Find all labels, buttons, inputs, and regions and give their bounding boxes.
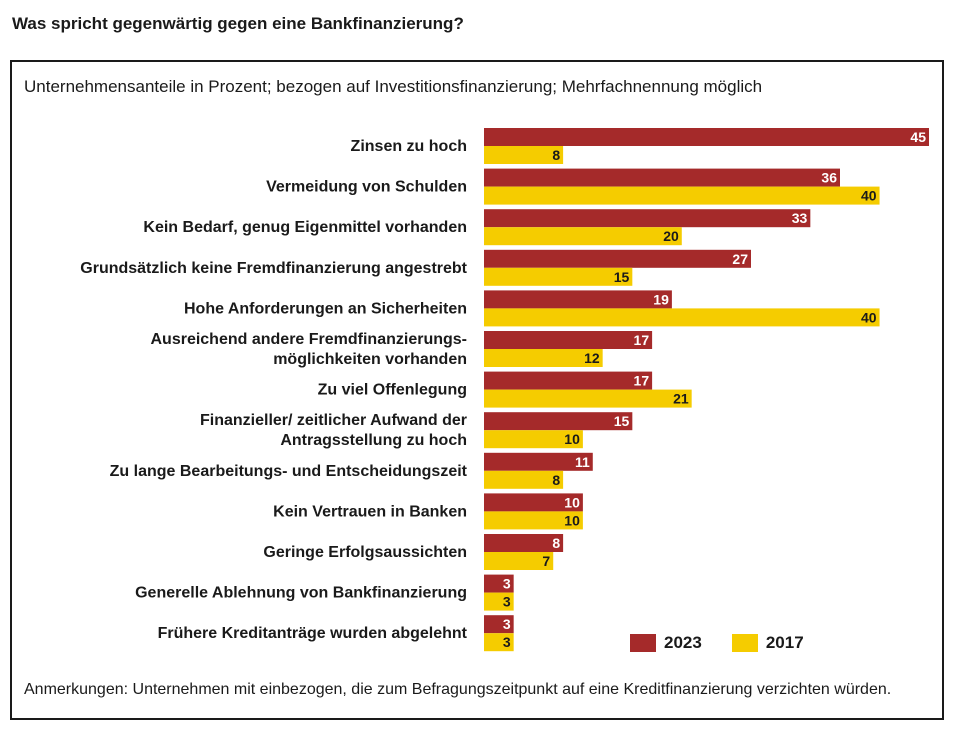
data-label-2017: 7	[542, 553, 550, 569]
legend: 2023 2017	[630, 633, 834, 653]
bar-2023	[484, 412, 633, 431]
data-label-2023: 10	[564, 494, 580, 510]
bar-2017	[484, 511, 583, 530]
bar-2017	[484, 227, 682, 246]
chart-title: Was spricht gegenwärtig gegen eine Bankf…	[12, 14, 464, 33]
footnote: Anmerkungen: Unternehmen mit einbezogen,…	[24, 681, 892, 698]
category-label: Kein Vertrauen in Banken	[273, 503, 467, 520]
category-label: Hohe Anforderungen an Sicherheiten	[184, 300, 467, 317]
category-label: Vermeidung von Schulden	[266, 179, 467, 196]
bar-2017	[484, 552, 554, 570]
chart-frame	[10, 60, 944, 720]
data-label-2017: 12	[584, 350, 600, 366]
legend-item-2017: 2017	[731, 633, 804, 653]
data-label-2023: 17	[634, 332, 650, 348]
data-label-2017: 10	[564, 431, 580, 447]
category-label: Finanzieller/ zeitlicher Aufwand der	[200, 412, 467, 429]
bar-2023	[484, 168, 840, 187]
bar-2017	[484, 308, 880, 327]
bar-2023	[484, 452, 593, 471]
data-label-2023: 15	[614, 413, 630, 429]
bar-2023	[484, 209, 811, 228]
bar-2017	[484, 592, 514, 611]
data-label-2023: 3	[503, 576, 511, 592]
bar-2023	[484, 574, 514, 593]
bar-2017	[484, 430, 583, 449]
data-label-2017: 21	[673, 391, 689, 407]
data-label-2017: 8	[552, 472, 560, 488]
bar-2017	[484, 633, 514, 652]
category-label: Antragsstellung zu hoch	[280, 432, 467, 449]
bar-2017	[484, 186, 880, 205]
bar-2023	[484, 615, 514, 634]
data-label-2017: 10	[564, 512, 580, 528]
data-label-2017: 20	[663, 228, 679, 244]
legend-swatch-2023	[630, 634, 656, 652]
data-label-2017: 15	[614, 269, 630, 285]
bar-2023	[484, 249, 751, 268]
category-label: Generelle Ablehnung von Bankfinanzierung	[135, 585, 467, 602]
legend-label-2023: 2023	[664, 633, 702, 652]
data-label-2017: 3	[503, 634, 511, 650]
data-label-2023: 8	[552, 535, 560, 551]
data-label-2023: 36	[821, 170, 837, 186]
data-label-2023: 45	[910, 129, 926, 145]
bar-2023	[484, 534, 564, 552]
category-label: Kein Bedarf, genug Eigenmittel vorhanden	[143, 219, 467, 236]
legend-swatch-2017	[731, 634, 758, 652]
category-label: Grundsätzlich keine Fremdfinanzierung an…	[80, 260, 467, 277]
bar-2023	[484, 331, 653, 349]
legend-label-2017: 2017	[765, 633, 804, 652]
data-label-2017: 40	[861, 309, 877, 325]
bar-2017	[484, 389, 692, 408]
bar-2023	[484, 128, 929, 146]
category-label: Zinsen zu hoch	[351, 138, 467, 155]
bar-2017	[484, 146, 564, 164]
category-label: Zu lange Bearbeitungs- und Entscheidungs…	[110, 463, 468, 480]
data-label-2023: 3	[503, 616, 511, 632]
data-label-2017: 3	[503, 594, 511, 610]
data-label-2023: 33	[792, 210, 808, 226]
category-label: möglichkeiten vorhanden	[273, 351, 467, 368]
category-label: Ausreichend andere Fremdfinanzierungs-	[150, 331, 467, 348]
bar-2017	[484, 349, 603, 367]
category-label: Frühere Kreditanträge wurden abgelehnt	[158, 625, 468, 642]
data-label-2023: 17	[634, 373, 650, 389]
bar-2017	[484, 470, 564, 489]
data-label-2023: 27	[732, 251, 748, 267]
data-label-2017: 8	[552, 147, 560, 163]
bar-2023	[484, 493, 583, 512]
bar-2023	[484, 371, 653, 390]
category-label: Zu viel Offenlegung	[318, 382, 467, 399]
legend-item-2023: 2023	[630, 633, 702, 653]
data-label-2023: 11	[575, 454, 590, 470]
data-label-2017: 40	[861, 188, 877, 204]
chart-subtitle: Unternehmensanteile in Prozent; bezogen …	[24, 77, 763, 96]
bar-2017	[484, 267, 633, 286]
category-label: Geringe Erfolgsaussichten	[263, 544, 467, 561]
data-label-2023: 19	[653, 291, 669, 307]
bar-2023	[484, 290, 672, 309]
